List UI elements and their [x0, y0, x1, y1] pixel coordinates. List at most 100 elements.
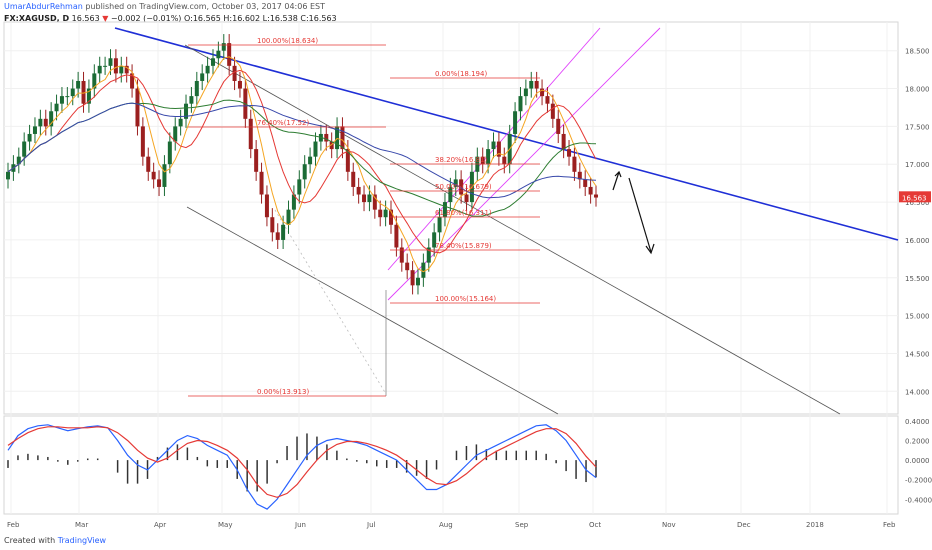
candle-body [491, 141, 496, 150]
x-tick-label: Aug [439, 521, 453, 529]
candle-body [49, 111, 54, 127]
candle-body [486, 149, 491, 165]
close-label: C: [300, 14, 309, 23]
candle-body [437, 217, 442, 233]
candle-body [108, 58, 113, 66]
x-tick-label: Oct [589, 521, 601, 529]
y-tick-label: 18.500 [905, 48, 930, 56]
candle-body [65, 96, 70, 98]
x-tick-label: Jul [366, 521, 376, 529]
candle-body [405, 262, 410, 271]
candle-body [345, 149, 350, 172]
candle-body [577, 171, 582, 180]
macd-y-tick-label: 0.0000 [905, 457, 930, 465]
candle-body [410, 270, 415, 286]
y-tick-label: 17.000 [905, 161, 930, 169]
macd-y-tick-label: 0.2000 [905, 438, 930, 446]
chart-grid [3, 21, 899, 515]
candle-body [6, 171, 10, 180]
candle-body [135, 88, 140, 127]
x-tick-label: Nov [662, 521, 676, 529]
candle-body [178, 118, 183, 127]
x-tick-label: Sep [515, 521, 529, 529]
created-with-label: Created with [4, 536, 56, 545]
candle-body [442, 202, 447, 218]
candle-body [351, 171, 356, 187]
y-tick-label: 18.000 [905, 86, 930, 94]
candle-body [394, 224, 399, 248]
candle-body [221, 43, 226, 51]
tradingview-logo[interactable]: TradingView [57, 536, 107, 545]
candle-body [459, 179, 464, 195]
candlestick-series [6, 34, 598, 295]
fib-level-label: 0.00%(13.913) [257, 388, 309, 396]
low-label: L: [262, 14, 270, 23]
candle-body [529, 80, 534, 89]
candle-body [556, 118, 561, 134]
candle-body [572, 156, 577, 172]
candle-body [205, 65, 210, 74]
fib-level-label: 61.80%(16.311) [435, 209, 492, 217]
chart-drawings [114, 27, 899, 415]
candle-body [415, 277, 420, 286]
channel-lower-line [186, 206, 559, 415]
candle-body [421, 262, 426, 278]
candle-body [210, 58, 215, 66]
candle-body [167, 141, 172, 165]
x-tick-label: Mar [75, 521, 88, 529]
candle-body [378, 209, 383, 218]
candle-body [281, 224, 286, 240]
candle-body [32, 126, 37, 134]
symbol-legend: FX:XAGUSD, D 16.563 ▼ −0.002 (−0.01%) O:… [4, 14, 337, 23]
candle-body [86, 88, 91, 104]
y-tick-label: 14.000 [905, 388, 930, 396]
candle-body [194, 80, 199, 97]
candle-body [113, 58, 118, 74]
macd-indicator [7, 424, 597, 510]
candle-body [237, 80, 242, 89]
candle-body [124, 65, 129, 74]
candle-body [335, 126, 340, 150]
candle-body [453, 179, 458, 187]
candle-body [27, 133, 32, 142]
candle-body [308, 156, 313, 165]
candle-body [227, 43, 232, 66]
fib-level-label: 78.40%(15.879) [435, 242, 492, 250]
fibonacci-levels: 100.00%(18.634) 76.40%(17.52) 0.00%(18.194… [188, 37, 540, 397]
y-tick-label: 16.500 [905, 199, 930, 207]
candle-body [464, 194, 469, 203]
symbol-ticker[interactable]: FX:XAGUSD, D [4, 14, 70, 23]
candle-body [329, 141, 334, 150]
candle-body [22, 141, 27, 157]
fib-level-label: 38.20%(16.81) [435, 156, 487, 164]
candle-body [372, 194, 377, 210]
candle-body [545, 96, 550, 104]
candle-body [97, 65, 102, 74]
y-tick-label: 17.500 [905, 123, 930, 131]
x-tick-label: Feb [883, 521, 896, 529]
candle-body [157, 179, 162, 187]
candle-body [140, 126, 145, 157]
candle-body [567, 149, 572, 157]
fib-level-label: 76.40%(17.52) [257, 119, 309, 127]
y-tick-label: 14.500 [905, 350, 930, 358]
candle-body [59, 96, 64, 104]
low-value: 16.538 [269, 14, 298, 23]
candle-body [275, 232, 280, 240]
fib-dashed-connector [274, 209, 387, 395]
footer: Created with TradingView [4, 536, 106, 545]
candle-body [254, 149, 259, 172]
macd-y-tick-label: -0.2000 [905, 477, 932, 485]
publication-header: UmarAbdurRehman published on TradingView… [4, 2, 325, 11]
candle-body [16, 156, 21, 165]
fib-level-label: 50.00%(16.679) [435, 183, 492, 191]
candle-body [340, 126, 345, 150]
macd-line [7, 424, 597, 510]
candle-body [550, 103, 555, 119]
candle-body [399, 247, 404, 263]
blue-trendline [114, 27, 899, 241]
candle-body [297, 179, 302, 195]
author-name[interactable]: UmarAbdurRehman [4, 2, 83, 11]
candle-body [523, 88, 528, 97]
